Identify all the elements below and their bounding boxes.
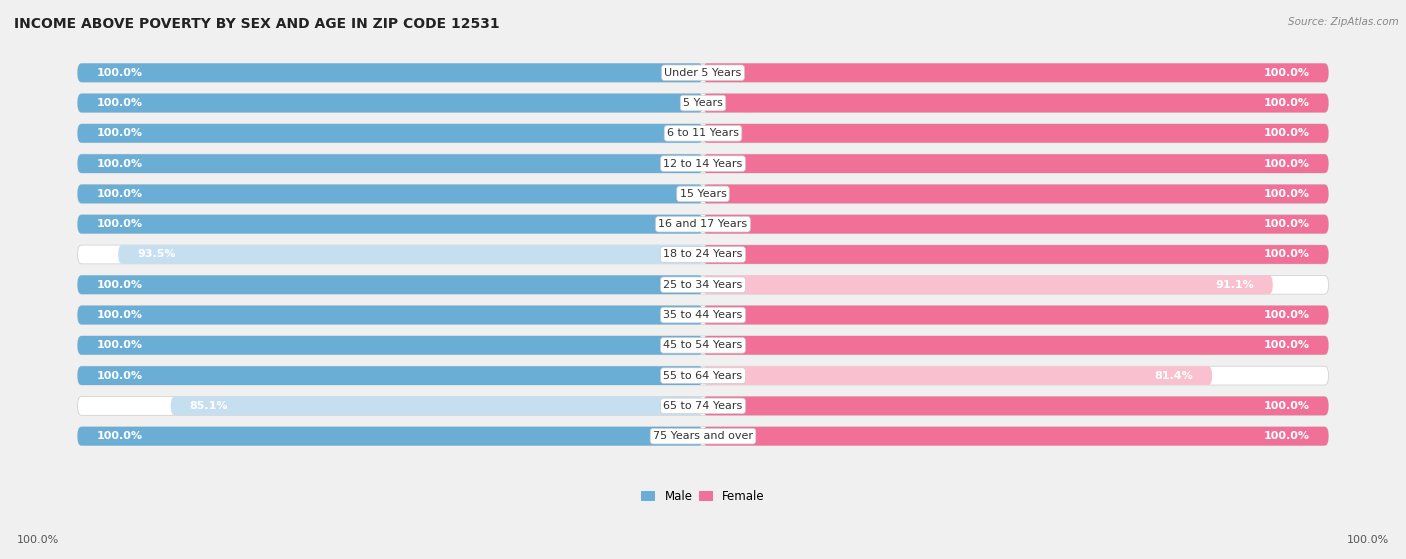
Text: 100.0%: 100.0%	[96, 189, 142, 199]
FancyBboxPatch shape	[77, 215, 703, 234]
Text: 55 to 64 Years: 55 to 64 Years	[664, 371, 742, 381]
Text: 100.0%: 100.0%	[1347, 535, 1389, 545]
FancyBboxPatch shape	[77, 245, 1329, 264]
Text: 91.1%: 91.1%	[1215, 280, 1254, 290]
FancyBboxPatch shape	[703, 396, 1329, 415]
FancyBboxPatch shape	[77, 124, 703, 143]
Text: 100.0%: 100.0%	[1264, 98, 1310, 108]
FancyBboxPatch shape	[77, 366, 703, 385]
Text: 85.1%: 85.1%	[190, 401, 228, 411]
FancyBboxPatch shape	[703, 215, 1329, 234]
Text: 100.0%: 100.0%	[1264, 129, 1310, 138]
Text: 100.0%: 100.0%	[96, 280, 142, 290]
FancyBboxPatch shape	[77, 63, 703, 82]
Text: 12 to 14 Years: 12 to 14 Years	[664, 159, 742, 169]
FancyBboxPatch shape	[703, 276, 1272, 294]
FancyBboxPatch shape	[77, 63, 1329, 82]
Text: 100.0%: 100.0%	[96, 310, 142, 320]
Text: 18 to 24 Years: 18 to 24 Years	[664, 249, 742, 259]
FancyBboxPatch shape	[77, 184, 1329, 203]
FancyBboxPatch shape	[77, 154, 1329, 173]
FancyBboxPatch shape	[703, 154, 1329, 173]
FancyBboxPatch shape	[118, 245, 703, 264]
Text: 100.0%: 100.0%	[96, 371, 142, 381]
Text: INCOME ABOVE POVERTY BY SEX AND AGE IN ZIP CODE 12531: INCOME ABOVE POVERTY BY SEX AND AGE IN Z…	[14, 17, 499, 31]
Text: 100.0%: 100.0%	[96, 219, 142, 229]
Text: 25 to 34 Years: 25 to 34 Years	[664, 280, 742, 290]
Text: 35 to 44 Years: 35 to 44 Years	[664, 310, 742, 320]
Text: 93.5%: 93.5%	[136, 249, 176, 259]
Text: 100.0%: 100.0%	[1264, 68, 1310, 78]
FancyBboxPatch shape	[77, 306, 703, 324]
FancyBboxPatch shape	[703, 184, 1329, 203]
Text: 100.0%: 100.0%	[96, 129, 142, 138]
Text: 16 and 17 Years: 16 and 17 Years	[658, 219, 748, 229]
FancyBboxPatch shape	[77, 184, 703, 203]
Text: Under 5 Years: Under 5 Years	[665, 68, 741, 78]
FancyBboxPatch shape	[77, 276, 703, 294]
FancyBboxPatch shape	[77, 124, 1329, 143]
FancyBboxPatch shape	[703, 366, 1212, 385]
Legend: Male, Female: Male, Female	[637, 486, 769, 508]
Text: 65 to 74 Years: 65 to 74 Years	[664, 401, 742, 411]
FancyBboxPatch shape	[77, 94, 703, 112]
Text: 100.0%: 100.0%	[17, 535, 59, 545]
FancyBboxPatch shape	[77, 336, 1329, 355]
FancyBboxPatch shape	[77, 215, 1329, 234]
Text: 100.0%: 100.0%	[1264, 401, 1310, 411]
Text: 100.0%: 100.0%	[96, 340, 142, 350]
Text: 100.0%: 100.0%	[1264, 249, 1310, 259]
FancyBboxPatch shape	[703, 63, 1329, 82]
Text: 100.0%: 100.0%	[1264, 310, 1310, 320]
FancyBboxPatch shape	[77, 427, 1329, 446]
Text: 75 Years and over: 75 Years and over	[652, 431, 754, 441]
Text: 100.0%: 100.0%	[1264, 340, 1310, 350]
FancyBboxPatch shape	[77, 94, 1329, 112]
FancyBboxPatch shape	[77, 427, 703, 446]
Text: 100.0%: 100.0%	[1264, 189, 1310, 199]
FancyBboxPatch shape	[703, 94, 1329, 112]
Text: 100.0%: 100.0%	[96, 431, 142, 441]
FancyBboxPatch shape	[77, 306, 1329, 324]
Text: 100.0%: 100.0%	[1264, 159, 1310, 169]
Text: Source: ZipAtlas.com: Source: ZipAtlas.com	[1288, 17, 1399, 27]
FancyBboxPatch shape	[703, 336, 1329, 355]
Text: 5 Years: 5 Years	[683, 98, 723, 108]
FancyBboxPatch shape	[703, 427, 1329, 446]
Text: 15 Years: 15 Years	[679, 189, 727, 199]
FancyBboxPatch shape	[77, 366, 1329, 385]
FancyBboxPatch shape	[77, 396, 1329, 415]
Text: 45 to 54 Years: 45 to 54 Years	[664, 340, 742, 350]
Text: 81.4%: 81.4%	[1154, 371, 1194, 381]
FancyBboxPatch shape	[703, 306, 1329, 324]
Text: 100.0%: 100.0%	[96, 159, 142, 169]
Text: 100.0%: 100.0%	[96, 68, 142, 78]
FancyBboxPatch shape	[703, 124, 1329, 143]
Text: 100.0%: 100.0%	[1264, 219, 1310, 229]
FancyBboxPatch shape	[77, 154, 703, 173]
FancyBboxPatch shape	[703, 245, 1329, 264]
Text: 6 to 11 Years: 6 to 11 Years	[666, 129, 740, 138]
FancyBboxPatch shape	[77, 276, 1329, 294]
FancyBboxPatch shape	[170, 396, 703, 415]
FancyBboxPatch shape	[77, 336, 703, 355]
Text: 100.0%: 100.0%	[96, 98, 142, 108]
Text: 100.0%: 100.0%	[1264, 431, 1310, 441]
